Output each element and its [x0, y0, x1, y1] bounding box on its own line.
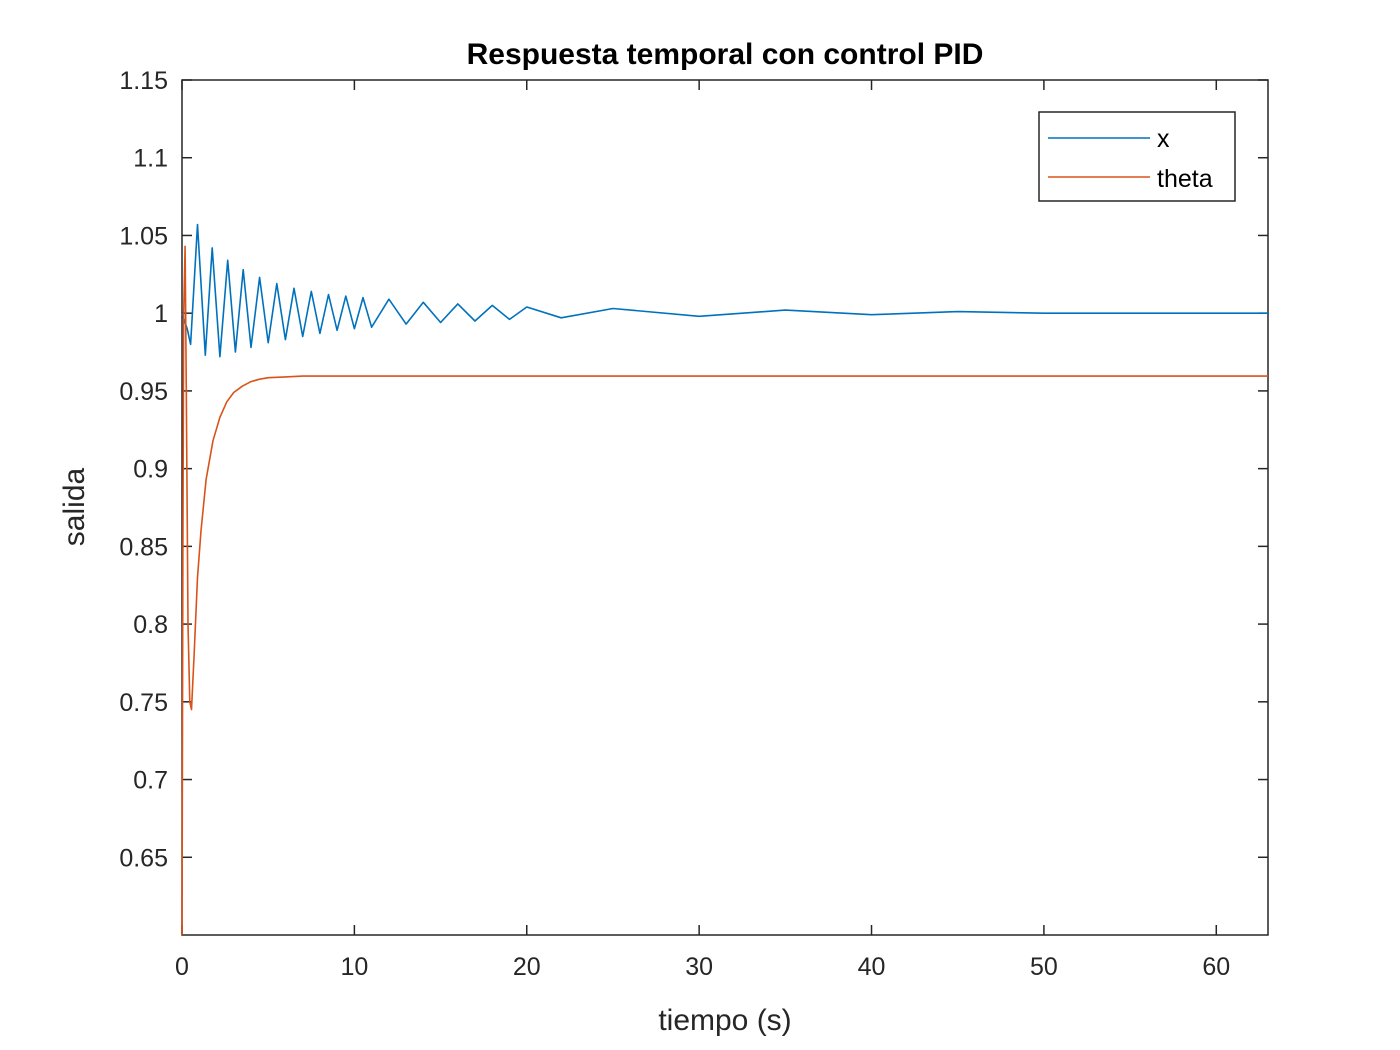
- y-tick-label: 1.15: [119, 67, 168, 95]
- y-tick-label: 1.1: [133, 145, 168, 173]
- x-tick-label: 10: [340, 953, 368, 981]
- x-tick-label: 60: [1202, 953, 1230, 981]
- x-tick-label: 0: [175, 953, 189, 981]
- legend-label-theta: theta: [1157, 165, 1213, 193]
- y-tick-label: 0.7: [133, 767, 168, 795]
- x-tick-label: 50: [1030, 953, 1058, 981]
- x-tick-label: 40: [858, 953, 886, 981]
- y-axis: 0.65 0.7 0.75 0.8 0.85 0.9 0.95 1 1.05 1.1 1.15: [119, 67, 1268, 872]
- legend-label-x: x: [1157, 125, 1170, 153]
- y-tick-label: 0.65: [119, 844, 168, 872]
- series-line-theta: [181, 245, 1268, 936]
- y-axis-label: salida: [58, 467, 91, 546]
- y-tick-label: 0.9: [133, 456, 168, 484]
- series-layer: [181, 223, 1268, 936]
- x-tick-label: 20: [513, 953, 541, 981]
- y-tick-label: 0.95: [119, 378, 168, 406]
- plot-area: [181, 79, 1269, 936]
- y-tick-label: 0.75: [119, 689, 168, 717]
- x-axis-label: tiempo (s): [658, 1004, 791, 1037]
- x-tick-label: 30: [685, 953, 713, 981]
- y-tick-label: 0.8: [133, 611, 168, 639]
- y-tick-label: 1: [154, 300, 168, 328]
- legend: x theta: [1038, 111, 1236, 202]
- y-tick-label: 1.05: [119, 222, 168, 250]
- series-line-x: [181, 223, 1268, 358]
- legend-box: [1038, 111, 1236, 202]
- chart-title: Respuesta temporal con control PID: [467, 38, 984, 71]
- y-tick-label: 0.85: [119, 533, 168, 561]
- x-axis: 0 10 20 30 40 50 60: [175, 80, 1230, 981]
